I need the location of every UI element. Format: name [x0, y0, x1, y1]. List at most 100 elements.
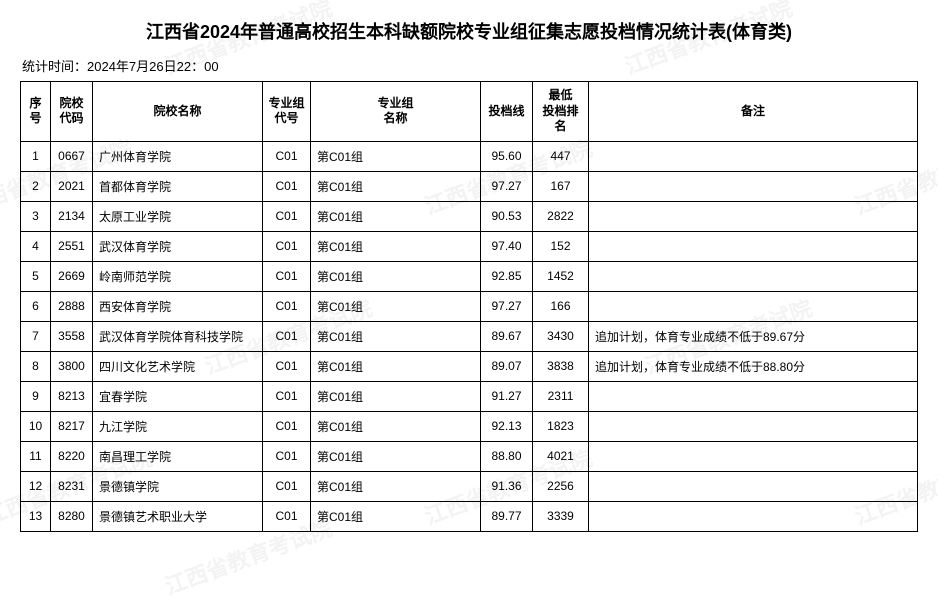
table-row: 42551武汉体育学院C01第C01组97.40152	[21, 231, 918, 261]
cell-gcode: C01	[263, 381, 311, 411]
cell-gname: 第C01组	[311, 381, 481, 411]
cell-seq: 12	[21, 471, 51, 501]
cell-gcode: C01	[263, 441, 311, 471]
cell-code: 8217	[51, 411, 93, 441]
cell-score: 97.27	[481, 171, 533, 201]
cell-name: 南昌理工学院	[93, 441, 263, 471]
cell-score: 90.53	[481, 201, 533, 231]
cell-code: 3558	[51, 321, 93, 351]
cell-seq: 2	[21, 171, 51, 201]
header-score: 投档线	[481, 82, 533, 142]
cell-rank: 3339	[533, 501, 589, 531]
document-content: 江西省2024年普通高校招生本科缺额院校专业组征集志愿投档情况统计表(体育类) …	[0, 0, 938, 532]
cell-seq: 10	[21, 411, 51, 441]
cell-code: 8220	[51, 441, 93, 471]
cell-seq: 8	[21, 351, 51, 381]
cell-code: 2669	[51, 261, 93, 291]
table-row: 128231景德镇学院C01第C01组91.362256	[21, 471, 918, 501]
cell-rank: 3430	[533, 321, 589, 351]
cell-score: 89.67	[481, 321, 533, 351]
cell-name: 武汉体育学院	[93, 231, 263, 261]
table-row: 10667广州体育学院C01第C01组95.60447	[21, 141, 918, 171]
cell-score: 92.85	[481, 261, 533, 291]
cell-rank: 4021	[533, 441, 589, 471]
cell-name: 太原工业学院	[93, 201, 263, 231]
cell-rank: 2311	[533, 381, 589, 411]
timestamp: 统计时间：2024年7月26日22：00	[20, 56, 918, 75]
cell-code: 2021	[51, 171, 93, 201]
cell-code: 2134	[51, 201, 93, 231]
cell-rank: 1452	[533, 261, 589, 291]
table-row: 138280景德镇艺术职业大学C01第C01组89.773339	[21, 501, 918, 531]
cell-score: 89.77	[481, 501, 533, 531]
cell-rank: 166	[533, 291, 589, 321]
cell-gcode: C01	[263, 261, 311, 291]
cell-gname: 第C01组	[311, 231, 481, 261]
cell-note	[589, 411, 918, 441]
cell-seq: 1	[21, 141, 51, 171]
cell-name: 景德镇艺术职业大学	[93, 501, 263, 531]
cell-note	[589, 471, 918, 501]
header-note: 备注	[589, 82, 918, 142]
cell-code: 8231	[51, 471, 93, 501]
cell-note: 追加计划，体育专业成绩不低于89.67分	[589, 321, 918, 351]
cell-name: 景德镇学院	[93, 471, 263, 501]
cell-note	[589, 381, 918, 411]
cell-score: 89.07	[481, 351, 533, 381]
cell-rank: 447	[533, 141, 589, 171]
cell-gname: 第C01组	[311, 471, 481, 501]
cell-note: 追加计划，体育专业成绩不低于88.80分	[589, 351, 918, 381]
table-row: 73558武汉体育学院体育科技学院C01第C01组89.673430追加计划，体…	[21, 321, 918, 351]
data-table: 序号 院校代码 院校名称 专业组代号 专业组名称 投档线 最低投档排名 备注 1…	[20, 81, 918, 532]
cell-name: 宜春学院	[93, 381, 263, 411]
header-name: 院校名称	[93, 82, 263, 142]
cell-gcode: C01	[263, 171, 311, 201]
cell-note	[589, 501, 918, 531]
cell-code: 2551	[51, 231, 93, 261]
cell-seq: 5	[21, 261, 51, 291]
cell-seq: 3	[21, 201, 51, 231]
cell-gcode: C01	[263, 141, 311, 171]
header-group-code: 专业组代号	[263, 82, 311, 142]
cell-gcode: C01	[263, 501, 311, 531]
header-seq: 序号	[21, 82, 51, 142]
cell-gname: 第C01组	[311, 291, 481, 321]
cell-gcode: C01	[263, 201, 311, 231]
cell-name: 广州体育学院	[93, 141, 263, 171]
header-code: 院校代码	[51, 82, 93, 142]
cell-gname: 第C01组	[311, 321, 481, 351]
table-row: 22021首都体育学院C01第C01组97.27167	[21, 171, 918, 201]
cell-gname: 第C01组	[311, 501, 481, 531]
table-row: 108217九江学院C01第C01组92.131823	[21, 411, 918, 441]
cell-rank: 3838	[533, 351, 589, 381]
timestamp-value: 2024年7月26日22：00	[87, 59, 219, 74]
cell-seq: 11	[21, 441, 51, 471]
page-title: 江西省2024年普通高校招生本科缺额院校专业组征集志愿投档情况统计表(体育类)	[20, 18, 918, 44]
cell-seq: 7	[21, 321, 51, 351]
cell-score: 95.60	[481, 141, 533, 171]
cell-code: 8213	[51, 381, 93, 411]
cell-gname: 第C01组	[311, 171, 481, 201]
cell-note	[589, 441, 918, 471]
cell-name: 四川文化艺术学院	[93, 351, 263, 381]
cell-name: 九江学院	[93, 411, 263, 441]
header-rank: 最低投档排名	[533, 82, 589, 142]
cell-seq: 13	[21, 501, 51, 531]
cell-gcode: C01	[263, 471, 311, 501]
cell-rank: 152	[533, 231, 589, 261]
cell-gname: 第C01组	[311, 201, 481, 231]
timestamp-label: 统计时间：	[22, 59, 87, 74]
cell-rank: 167	[533, 171, 589, 201]
table-row: 62888西安体育学院C01第C01组97.27166	[21, 291, 918, 321]
cell-gname: 第C01组	[311, 441, 481, 471]
table-row: 52669岭南师范学院C01第C01组92.851452	[21, 261, 918, 291]
cell-gname: 第C01组	[311, 261, 481, 291]
cell-note	[589, 171, 918, 201]
cell-note	[589, 231, 918, 261]
cell-score: 91.36	[481, 471, 533, 501]
table-header-row: 序号 院校代码 院校名称 专业组代号 专业组名称 投档线 最低投档排名 备注	[21, 82, 918, 142]
cell-score: 92.13	[481, 411, 533, 441]
cell-gname: 第C01组	[311, 141, 481, 171]
table-row: 83800四川文化艺术学院C01第C01组89.073838追加计划，体育专业成…	[21, 351, 918, 381]
cell-name: 岭南师范学院	[93, 261, 263, 291]
